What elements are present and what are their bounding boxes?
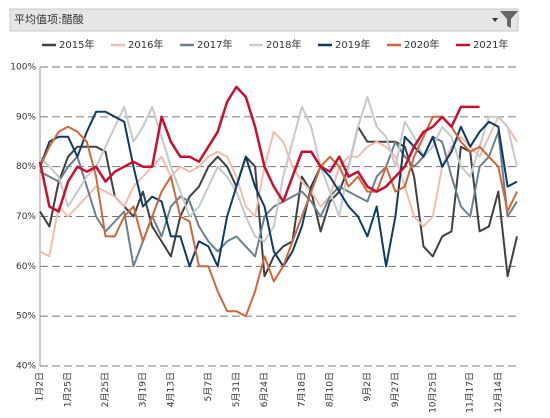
dropdown-arrow[interactable]: [492, 18, 498, 22]
x-tick-label: 11月17日: [465, 372, 476, 413]
filter-icon[interactable]: [500, 11, 518, 28]
x-tick-label: 4月13日: [165, 372, 176, 407]
y-tick-label: 50%: [16, 312, 36, 322]
x-tick-label: 6月24日: [259, 372, 270, 407]
legend-label: 2020年: [404, 38, 439, 51]
y-tick-label: 70%: [16, 212, 36, 222]
legend-label: 2018年: [266, 38, 301, 51]
x-tick-label: 8月10日: [324, 372, 335, 407]
x-tick-label: 3月19日: [137, 372, 148, 407]
legend-label: 2017年: [197, 38, 232, 51]
y-tick-label: 100%: [10, 63, 36, 73]
y-tick-label: 80%: [16, 162, 36, 172]
x-tick-label: 5月31日: [231, 372, 242, 407]
y-tick-label: 90%: [16, 112, 36, 122]
x-tick-label: 12月14日: [493, 372, 504, 413]
filter-bar[interactable]: [9, 8, 519, 32]
filter-label: 平均值项:醋酸: [14, 12, 84, 26]
x-tick-label: 10月25日: [427, 372, 438, 413]
series-line: [39, 115, 518, 258]
legend-label: 2021年: [473, 38, 508, 51]
legend-label: 2016年: [128, 38, 163, 51]
x-tick-label: 5月7日: [203, 372, 214, 401]
series-line: [39, 95, 518, 243]
x-tick-label: 9月27日: [390, 372, 401, 407]
x-tick-label: 9月2日: [362, 372, 373, 401]
series-line: [39, 115, 518, 318]
legend-label: 2015年: [59, 38, 94, 51]
y-tick-label: 60%: [16, 262, 36, 272]
x-tick-label: 2月25日: [100, 372, 111, 407]
series-line: [39, 110, 518, 268]
legend-label: 2019年: [335, 38, 370, 51]
x-tick-label: 7月18日: [296, 372, 307, 407]
x-tick-label: 1月25日: [63, 372, 74, 407]
y-tick-label: 40%: [16, 362, 36, 372]
x-tick-label: 1月2日: [35, 372, 46, 401]
series-line: [38, 85, 480, 213]
